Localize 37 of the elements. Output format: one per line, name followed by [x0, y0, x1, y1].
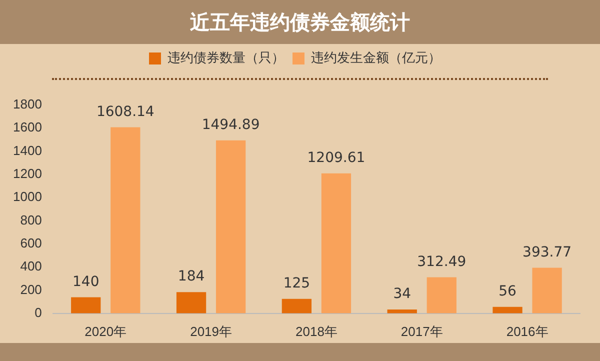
legend-label: 违约债券数量（只） — [168, 50, 284, 66]
y-tick-label: 200 — [20, 282, 42, 297]
bar — [321, 173, 352, 314]
bar — [532, 268, 562, 314]
y-tick-label: 400 — [20, 258, 42, 274]
x-tick-label: 2020年 — [84, 324, 127, 339]
data-label: 1608.14 — [96, 104, 154, 120]
data-label: 312.49 — [417, 254, 466, 270]
bar — [216, 140, 246, 314]
bar — [71, 297, 101, 314]
bar — [110, 127, 140, 314]
y-tick-label: 600 — [20, 236, 42, 251]
data-label: 140 — [72, 274, 100, 290]
y-tick-label: 800 — [20, 212, 42, 228]
data-label: 125 — [283, 276, 310, 292]
data-label: 184 — [178, 268, 205, 285]
bar — [176, 292, 206, 314]
x-tick-label: 2019年 — [190, 324, 232, 339]
data-label: 34 — [393, 286, 412, 302]
bar — [492, 306, 522, 314]
x-tick-label: 2018年 — [296, 324, 338, 339]
y-tick-label: 1400 — [13, 142, 42, 158]
y-tick-label: 1200 — [13, 166, 42, 182]
data-label: 1494.89 — [202, 116, 260, 133]
legend-label: 违约发生金额（亿元） — [311, 50, 441, 66]
chart-title: 近五年违约债券金额统计 — [0, 0, 600, 44]
data-label: 393.77 — [522, 244, 572, 260]
y-tick-label: 0 — [34, 304, 42, 320]
y-tick-label: 1600 — [13, 120, 42, 135]
y-tick-label: 1800 — [13, 96, 42, 112]
x-tick-label: 2016年 — [506, 324, 548, 339]
x-tick-label: 2017年 — [400, 324, 443, 339]
y-tick-label: 1000 — [13, 189, 42, 204]
data-label: 1209.61 — [307, 150, 366, 166]
bar — [282, 298, 312, 314]
bar — [426, 277, 456, 314]
data-label: 56 — [498, 284, 517, 300]
